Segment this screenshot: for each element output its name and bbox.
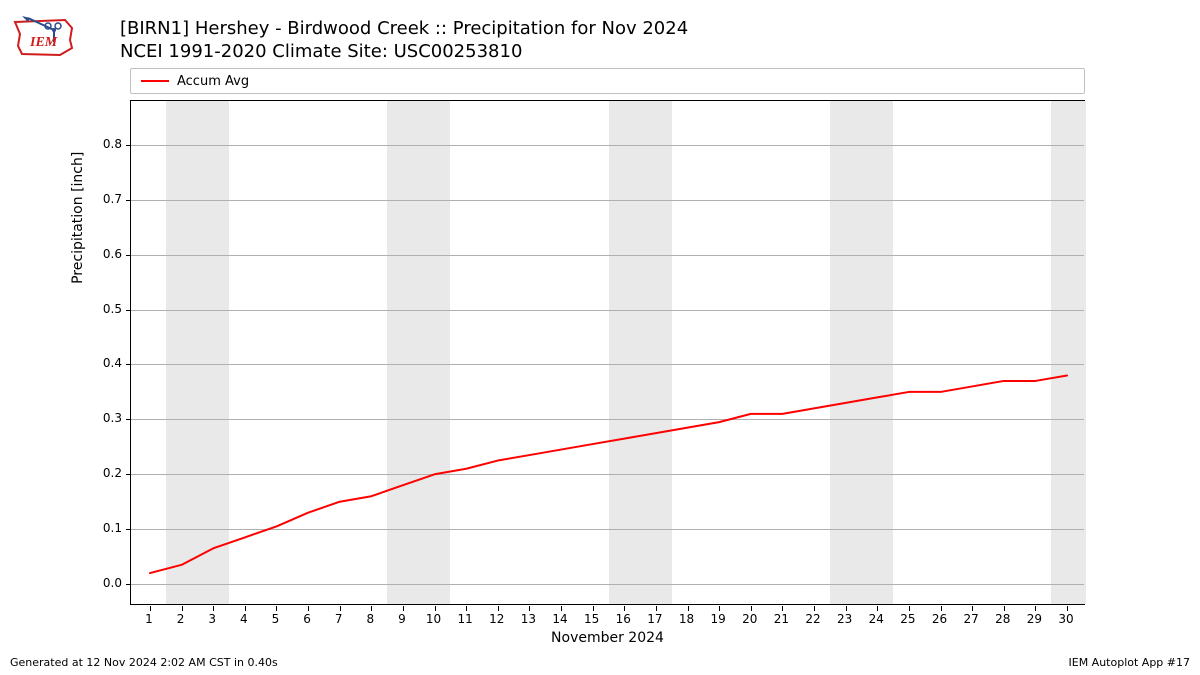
x-tick-label: 17 — [647, 612, 662, 626]
line-series-svg — [131, 101, 1084, 604]
y-tick-label: 0.8 — [92, 137, 122, 151]
x-tick-label: 22 — [805, 612, 820, 626]
x-tick-label: 13 — [521, 612, 536, 626]
x-tick-label: 7 — [335, 612, 343, 626]
x-tick-mark — [245, 606, 246, 611]
x-tick-label: 19 — [711, 612, 726, 626]
x-tick-mark — [688, 606, 689, 611]
x-tick-mark — [972, 606, 973, 611]
title-line2: NCEI 1991-2020 Climate Site: USC00253810 — [120, 41, 688, 64]
y-tick-mark — [126, 474, 131, 475]
x-tick-mark — [1035, 606, 1036, 611]
x-tick-mark — [719, 606, 720, 611]
y-tick-label: 0.7 — [92, 192, 122, 206]
y-tick-label: 0.5 — [92, 302, 122, 316]
x-tick-label: 26 — [932, 612, 947, 626]
x-tick-label: 27 — [964, 612, 979, 626]
x-tick-mark — [909, 606, 910, 611]
x-tick-mark — [941, 606, 942, 611]
x-tick-mark — [877, 606, 878, 611]
x-tick-mark — [593, 606, 594, 611]
y-tick-mark — [126, 200, 131, 201]
x-tick-label: 8 — [367, 612, 375, 626]
x-tick-mark — [656, 606, 657, 611]
x-tick-label: 30 — [1058, 612, 1073, 626]
x-tick-label: 21 — [774, 612, 789, 626]
title-line1: [BIRN1] Hershey - Birdwood Creek :: Prec… — [120, 18, 688, 41]
x-tick-label: 4 — [240, 612, 248, 626]
legend-label-accum-avg: Accum Avg — [177, 74, 249, 89]
x-tick-label: 23 — [837, 612, 852, 626]
x-tick-label: 24 — [869, 612, 884, 626]
x-tick-label: 9 — [398, 612, 406, 626]
x-tick-label: 15 — [584, 612, 599, 626]
y-tick-label: 0.3 — [92, 411, 122, 425]
plot-area — [130, 100, 1085, 605]
x-tick-mark — [182, 606, 183, 611]
x-tick-label: 10 — [426, 612, 441, 626]
x-tick-mark — [529, 606, 530, 611]
logo-text: IEM — [29, 35, 58, 50]
x-tick-mark — [498, 606, 499, 611]
x-tick-mark — [213, 606, 214, 611]
y-tick-label: 0.0 — [92, 576, 122, 590]
y-tick-mark — [126, 529, 131, 530]
footer-generated: Generated at 12 Nov 2024 2:02 AM CST in … — [10, 656, 278, 669]
x-tick-mark — [846, 606, 847, 611]
x-tick-mark — [466, 606, 467, 611]
x-tick-label: 2 — [177, 612, 185, 626]
x-tick-label: 25 — [900, 612, 915, 626]
x-tick-label: 12 — [489, 612, 504, 626]
chart-title: [BIRN1] Hershey - Birdwood Creek :: Prec… — [120, 18, 688, 63]
legend: Accum Avg — [130, 68, 1085, 94]
x-tick-mark — [1067, 606, 1068, 611]
footer-appid: IEM Autoplot App #17 — [1069, 656, 1191, 669]
x-axis-label: November 2024 — [130, 630, 1085, 646]
x-tick-mark — [561, 606, 562, 611]
y-tick-label: 0.4 — [92, 356, 122, 370]
x-tick-label: 5 — [272, 612, 280, 626]
x-tick-mark — [403, 606, 404, 611]
x-tick-mark — [340, 606, 341, 611]
x-tick-label: 29 — [1027, 612, 1042, 626]
x-tick-label: 28 — [995, 612, 1010, 626]
x-tick-label: 16 — [616, 612, 631, 626]
x-tick-mark — [814, 606, 815, 611]
x-tick-mark — [371, 606, 372, 611]
x-tick-mark — [624, 606, 625, 611]
y-tick-mark — [126, 364, 131, 365]
x-tick-mark — [308, 606, 309, 611]
x-tick-label: 20 — [742, 612, 757, 626]
x-tick-mark — [782, 606, 783, 611]
x-tick-label: 18 — [679, 612, 694, 626]
x-tick-label: 11 — [458, 612, 473, 626]
y-tick-mark — [126, 419, 131, 420]
x-tick-mark — [751, 606, 752, 611]
y-tick-label: 0.2 — [92, 466, 122, 480]
y-tick-mark — [126, 255, 131, 256]
y-tick-label: 0.6 — [92, 247, 122, 261]
iem-logo: IEM — [10, 10, 80, 60]
x-tick-label: 14 — [552, 612, 567, 626]
legend-swatch-accum-avg — [141, 80, 169, 82]
y-tick-mark — [126, 310, 131, 311]
x-tick-label: 3 — [208, 612, 216, 626]
x-tick-mark — [150, 606, 151, 611]
x-tick-label: 6 — [303, 612, 311, 626]
x-tick-mark — [276, 606, 277, 611]
y-axis-label: Precipitation [inch] — [70, 152, 86, 284]
x-tick-mark — [435, 606, 436, 611]
x-tick-label: 1 — [145, 612, 153, 626]
x-tick-mark — [1004, 606, 1005, 611]
y-tick-mark — [126, 584, 131, 585]
y-tick-mark — [126, 145, 131, 146]
y-tick-label: 0.1 — [92, 521, 122, 535]
